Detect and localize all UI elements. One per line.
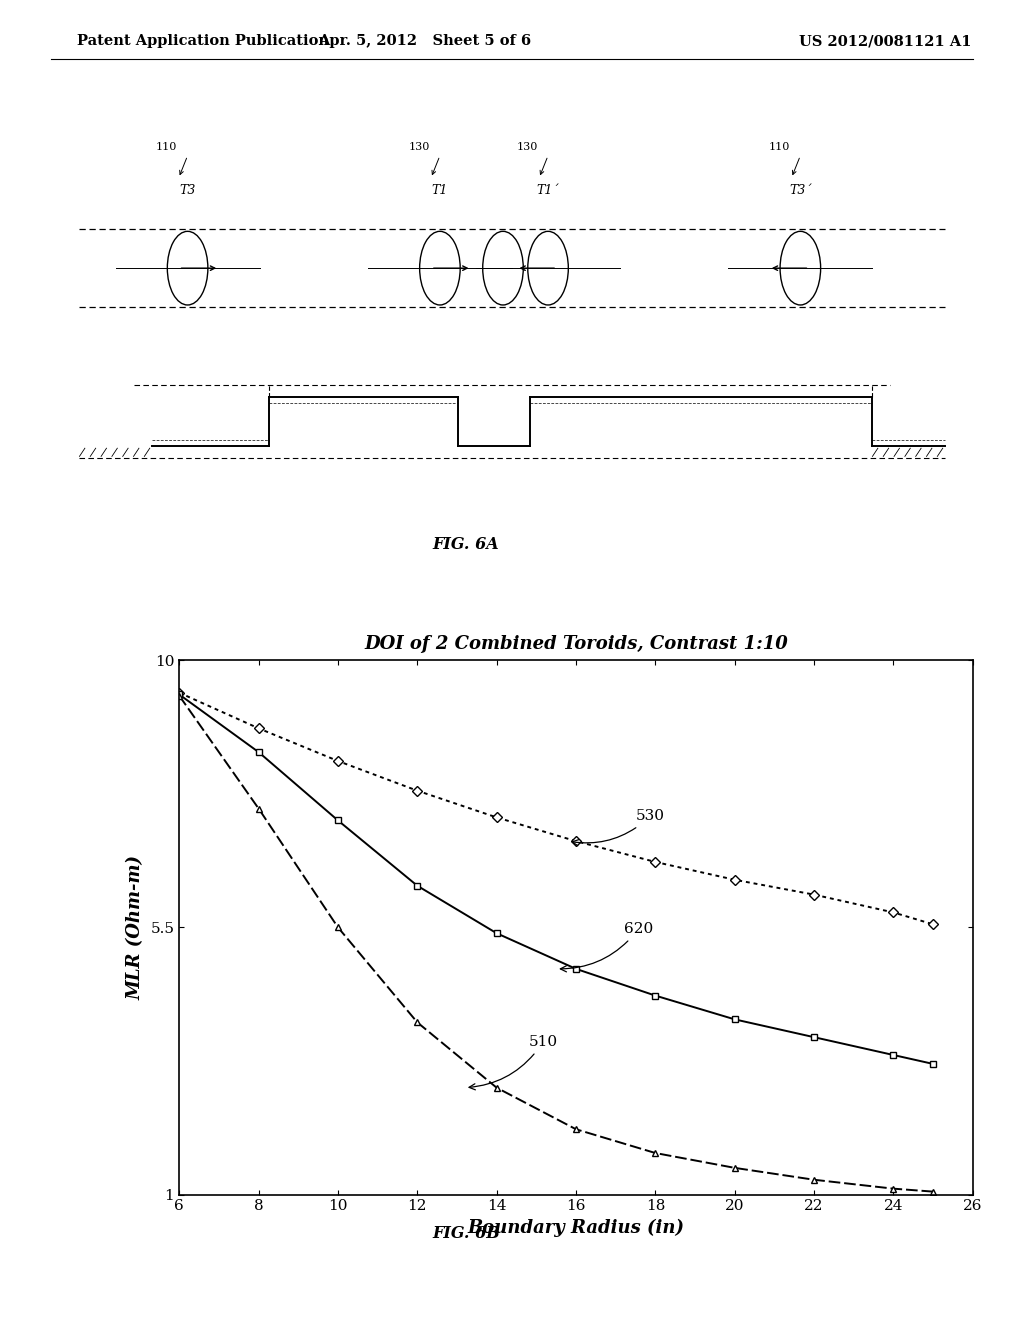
Text: FIG. 6A: FIG. 6A	[432, 536, 500, 553]
Text: 110: 110	[769, 143, 791, 152]
Text: T1´: T1´	[537, 183, 559, 197]
Text: FIG. 6B: FIG. 6B	[432, 1225, 500, 1242]
Y-axis label: MLR (Ohm-m): MLR (Ohm-m)	[127, 855, 144, 999]
Text: 130: 130	[409, 143, 430, 152]
Title: DOI of 2 Combined Toroids, Contrast 1:10: DOI of 2 Combined Toroids, Contrast 1:10	[365, 635, 787, 653]
Text: Apr. 5, 2012   Sheet 5 of 6: Apr. 5, 2012 Sheet 5 of 6	[318, 34, 531, 49]
Text: T1: T1	[432, 183, 449, 197]
Text: US 2012/0081121 A1: US 2012/0081121 A1	[799, 34, 971, 49]
Text: 620: 620	[560, 923, 653, 972]
Text: 110: 110	[156, 143, 177, 152]
Text: T3´: T3´	[790, 183, 812, 197]
Text: 530: 530	[572, 809, 665, 846]
Text: 130: 130	[516, 143, 538, 152]
Text: Patent Application Publication: Patent Application Publication	[77, 34, 329, 49]
Text: T3: T3	[179, 183, 196, 197]
Text: 510: 510	[469, 1035, 557, 1090]
X-axis label: Boundary Radius (in): Boundary Radius (in)	[468, 1218, 684, 1237]
